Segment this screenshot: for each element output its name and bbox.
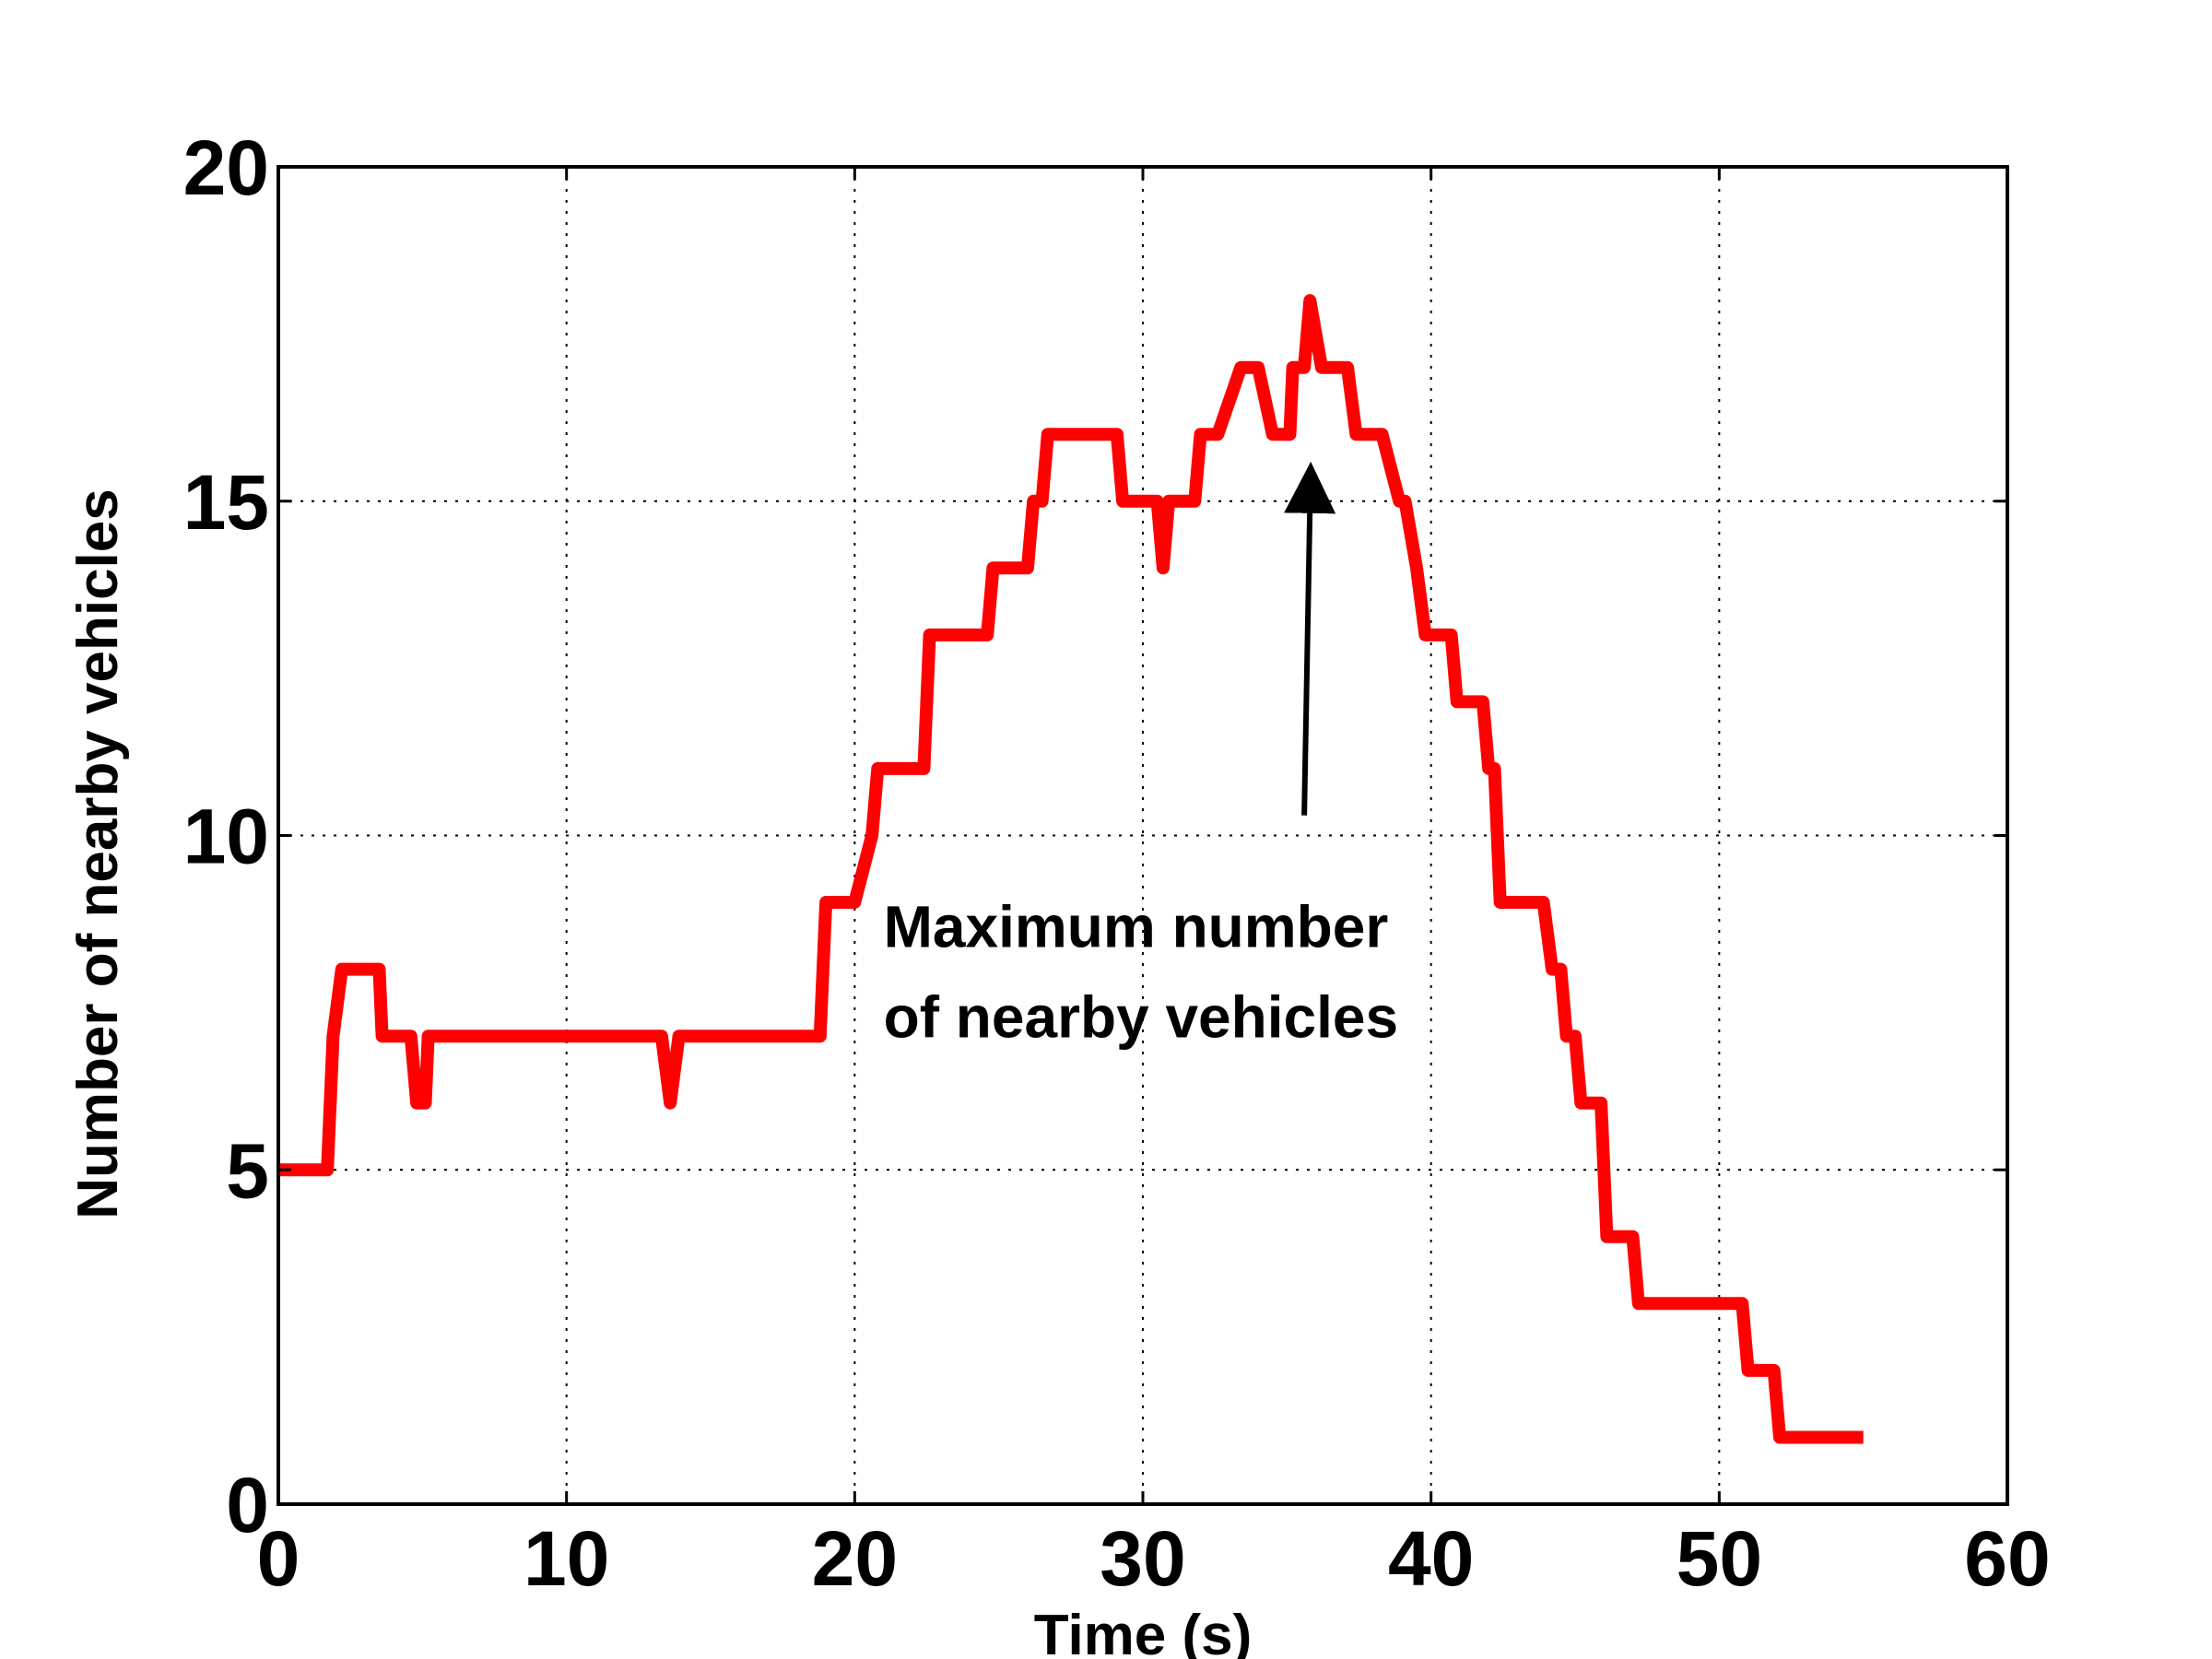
annotation: Maximum number of nearby vehicles [884, 461, 1398, 1050]
tick-layer: 0 10 20 30 40 50 60 0 5 10 15 20 [183, 124, 2051, 1602]
x-tick-label: 0 [257, 1515, 300, 1602]
y-axis-label: Number of nearby vehicles [66, 488, 130, 1219]
x-tick-label: 20 [812, 1515, 898, 1602]
y-tick-label: 0 [226, 1462, 269, 1548]
x-axis-label: Time (s) [1034, 1604, 1253, 1659]
y-tick-label: 20 [183, 124, 269, 211]
x-tick-label: 30 [1100, 1515, 1185, 1602]
series-line-0 [278, 294, 1864, 1444]
annotation-text-line-1: Maximum number [884, 893, 1389, 959]
label-layer: Time (s) Number of nearby vehicles [66, 488, 1252, 1659]
x-tick-label: 40 [1388, 1515, 1474, 1602]
x-tick-label: 50 [1677, 1515, 1762, 1602]
annotation-text-line-2: of nearby vehicles [884, 983, 1398, 1050]
y-tick-label: 5 [226, 1127, 269, 1214]
y-tick-label: 10 [183, 794, 269, 880]
x-tick-label: 60 [1964, 1515, 2050, 1602]
annotation-arrow [1284, 461, 1336, 816]
data-layer [278, 294, 1864, 1444]
x-tick-label: 10 [524, 1515, 609, 1602]
y-tick-label: 15 [183, 459, 269, 546]
